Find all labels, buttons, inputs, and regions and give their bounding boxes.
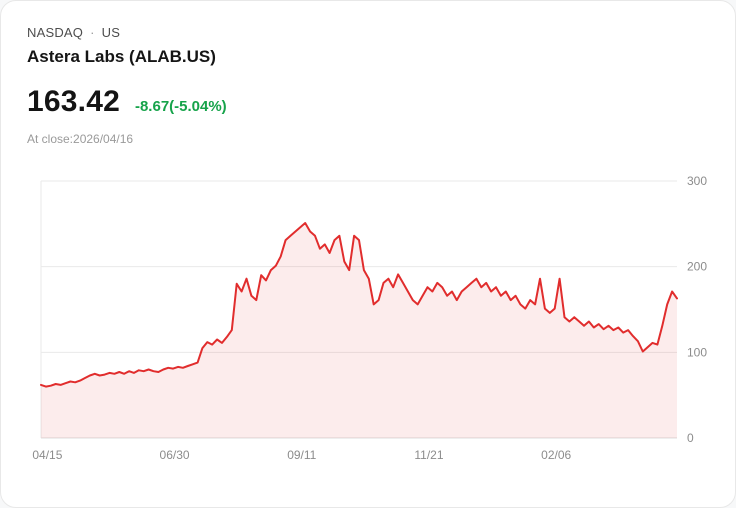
exchange-label: NASDAQ — [27, 25, 84, 40]
exchange-row: NASDAQ · US — [27, 25, 711, 40]
x-tick-label: 09/11 — [287, 448, 316, 462]
region-label: US — [101, 25, 121, 40]
price-row: 163.42 -8.67(-5.04%) — [27, 87, 711, 117]
price-change: -8.67(-5.04%) — [134, 98, 227, 115]
close-time: At close:2026/04/16 — [27, 132, 134, 146]
y-tick-label: 300 — [687, 174, 707, 188]
dot-separator: · — [90, 25, 95, 40]
price-chart-svg[interactable]: 0 100 200 300 04/15 06/30 09/11 11/21 02/06 — [1, 167, 736, 497]
price-value: 163.42 — [27, 85, 120, 118]
stock-title: Astera Labs (ALAB.US) — [27, 47, 216, 66]
x-tick-label: 06/30 — [160, 448, 190, 462]
y-tick-label: 100 — [687, 345, 707, 359]
x-tick-label: 11/21 — [414, 448, 443, 462]
y-tick-label: 0 — [687, 431, 694, 445]
price-area — [41, 223, 677, 438]
x-tick-label: 04/15 — [32, 448, 62, 462]
header: NASDAQ · US Astera Labs (ALAB.US) 163.42… — [1, 1, 735, 146]
x-tick-label: 02/06 — [541, 448, 571, 462]
price-chart[interactable]: 0 100 200 300 04/15 06/30 09/11 11/21 02/06 — [1, 167, 736, 497]
y-tick-label: 200 — [687, 260, 707, 274]
price-line — [40, 222, 678, 388]
